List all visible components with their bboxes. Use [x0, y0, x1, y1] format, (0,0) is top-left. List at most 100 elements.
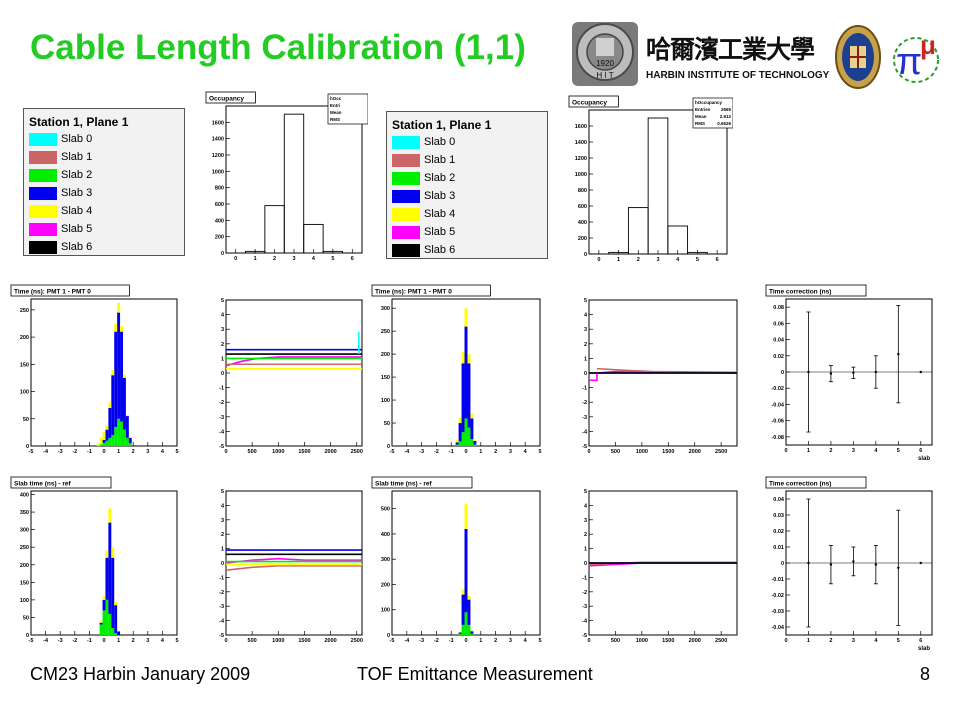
x-tick-label: 2: [273, 256, 276, 262]
y-tick-label: 1600: [575, 124, 587, 130]
chart-occupancy-left: Occupancy 0 1 2 3 4 5 6 0 200 400 600 800 1000 1200 140…: [200, 90, 368, 265]
footer-left: CM23 Harbin January 2009: [30, 664, 251, 684]
x-tick-label: 1: [617, 257, 620, 263]
y-tick-label: 0: [221, 561, 224, 567]
y-tick-label: -2: [219, 400, 224, 406]
y-tick-label: 5: [221, 489, 224, 495]
chart-title: Occupancy: [209, 96, 244, 103]
x-axis-label: slab: [918, 456, 930, 462]
y-tick-label: 200: [381, 352, 390, 358]
legend-title: Station 1, Plane 1: [29, 115, 129, 129]
chart-occupancy-right: Occupancy 0 1 2 3 4 5 6 0 200 400 600 800 1000 1200 140…: [563, 94, 733, 266]
y-tick-label: 1: [221, 356, 224, 362]
x-tick-label: 1: [807, 448, 810, 454]
stacked-bar: [473, 444, 477, 446]
legend-label: Slab 6: [61, 241, 93, 253]
chart-slab-ref-left: Slab time (ns) - ref -5 -4 -3 -2 -1 0 1 2 3 4 5 0 50 1…: [5, 475, 183, 647]
stacked-bar: [117, 302, 121, 313]
stacked-bar: [458, 441, 462, 446]
title-box: [765, 476, 867, 489]
stacked-bar: [102, 440, 106, 443]
stacked-bar: [96, 443, 100, 446]
x-tick-label: 6: [919, 638, 922, 644]
stacked-bar: [128, 437, 132, 444]
crest-logo: [834, 24, 882, 90]
y-tick-label: 0: [221, 251, 224, 257]
stacked-bar: [114, 633, 118, 635]
data-point: [829, 563, 833, 566]
stacked-bar: [125, 414, 129, 417]
x-tick-label: -4: [404, 449, 410, 455]
x-axis-label: slab: [918, 646, 930, 652]
hit-seal-year: 1920: [596, 59, 614, 68]
x-tick-label: -3: [419, 449, 424, 455]
x-tick-label: 3: [292, 256, 295, 262]
chart-slab-ref-right: Slab time (ns) - ref -5 -4 -3 -2 -1 0 1 2 3 4 5 0 100…: [366, 475, 546, 647]
stacked-bar: [117, 418, 121, 446]
y-tick-label: -0.08: [771, 435, 784, 441]
x-tick-label: 1: [479, 638, 482, 644]
y-tick-label: 250: [381, 329, 390, 335]
y-tick-label: -0.04: [771, 402, 784, 408]
legend-entry: Slab 2: [24, 167, 184, 185]
y-tick-label: -5: [219, 444, 224, 450]
y-tick-label: -3: [582, 415, 587, 421]
stacked-bar: [455, 444, 459, 446]
legend-entry: Slab 1: [24, 149, 184, 167]
x-tick-label: -3: [419, 638, 424, 644]
stacked-bar: [458, 632, 462, 634]
stats-label: Mean: [330, 110, 342, 115]
y-tick-label: 0.08: [773, 305, 784, 311]
chart-time-drift-right-top: 0 500 1000 1500 2000 2500 -5 -4 -3 -2 -1 0 1 2 3 4 5: [563, 292, 743, 458]
y-tick-label: -2: [582, 400, 587, 406]
hit-seal-letters: H I T: [596, 71, 613, 80]
stacked-bar: [122, 374, 126, 378]
y-tick-label: 150: [381, 375, 390, 381]
x-tick-label: 5: [897, 638, 900, 644]
legend-label: Slab 2: [424, 172, 456, 184]
x-tick-label: 2500: [351, 449, 363, 455]
legend-swatch: [29, 223, 57, 236]
chart-time-diff-right: Time (ns): PMT 1 - PMT 0 -5 -4 -3 -2 -1 0 1 2 3 4 5…: [366, 283, 546, 458]
title-box: [371, 476, 473, 489]
x-tick-label: 1000: [272, 638, 284, 644]
data-point: [874, 563, 878, 566]
x-tick-label: -4: [404, 638, 410, 644]
y-tick-label: 100: [20, 390, 29, 396]
y-tick-label: -2: [219, 590, 224, 596]
legend-entry: Slab 0: [24, 131, 184, 149]
stacked-bar: [120, 326, 123, 332]
legend-swatch: [392, 154, 420, 167]
x-tick-label: 3: [656, 257, 659, 263]
title-box: [10, 476, 112, 489]
legend-entry: Slab 5: [387, 224, 547, 242]
y-tick-label: -2: [582, 590, 587, 596]
histogram-bar: [303, 223, 324, 254]
histogram-bar: [687, 251, 708, 255]
y-tick-label: 100: [20, 598, 29, 604]
y-tick-label: -5: [582, 444, 587, 450]
x-tick-label: 1000: [636, 449, 648, 455]
x-tick-label: 3: [146, 638, 149, 644]
x-tick-label: -1: [449, 449, 454, 455]
x-tick-label: 5: [175, 638, 178, 644]
x-tick-label: -2: [72, 638, 77, 644]
data-point: [852, 371, 855, 375]
x-tick-label: 5: [696, 257, 699, 263]
y-tick-label: 1: [221, 547, 224, 553]
plot-frame: [225, 299, 363, 447]
y-tick-label: 300: [381, 306, 390, 312]
legend-label: Slab 4: [61, 205, 93, 217]
stacked-bar: [467, 427, 471, 446]
chart-title: Time correction (ns): [769, 481, 831, 488]
y-tick-label: 5: [221, 298, 224, 304]
x-tick-label: 4: [161, 638, 165, 644]
chart-svg: 0 500 1000 1500 2000 2500 -5 -4 -3 -2 -1 0 1 2 3 4 5: [219, 298, 363, 455]
stacked-bar: [120, 421, 123, 446]
stacked-bar: [467, 624, 471, 635]
x-tick-label: -1: [87, 449, 92, 455]
y-tick-label: 3: [584, 518, 587, 524]
stacked-bar: [117, 630, 121, 632]
x-tick-label: 500: [248, 449, 257, 455]
data-point: [874, 370, 878, 374]
